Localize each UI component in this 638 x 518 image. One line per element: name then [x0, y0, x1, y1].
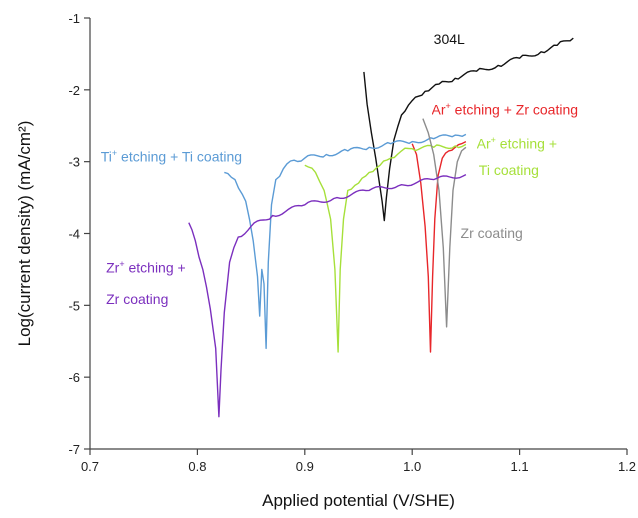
annotation-text-304l: 304L [433, 31, 465, 48]
x-tick-label: 0.8 [188, 459, 206, 474]
x-tick-label: 1.1 [511, 459, 529, 474]
annotations-layer: 304L Ar+ etching + Zr coating Ti+ etching … [100, 31, 579, 308]
annotation-ar-ti-2: Ti coating [478, 162, 539, 179]
series-line-2 [224, 133, 467, 350]
y-tick-label: -2 [68, 83, 80, 98]
annotation-zr-zr-2: Zr coating [106, 291, 169, 308]
annotation-ar-zr: Ar+ etching + Zr coating [431, 100, 579, 118]
y-tick-label: -7 [68, 442, 80, 457]
y-tick-label: -4 [68, 227, 80, 242]
annotation-text-ar-ti-1: Ar+ etching + [476, 134, 557, 152]
annotation-text-ar-ti-2: Ti coating [478, 162, 539, 179]
annotation-text-zr: Zr coating [460, 225, 523, 242]
series-line-3 [304, 143, 467, 353]
annotation-text-zr-zr-2: Zr coating [106, 291, 169, 308]
x-tick-label: 1.0 [403, 459, 421, 474]
x-tick-label: 0.9 [296, 459, 314, 474]
annotation-text-ar-zr: Ar+ etching + Zr coating [431, 100, 579, 118]
x-tick-label: 0.7 [81, 459, 99, 474]
y-tick-label: -3 [68, 155, 80, 170]
annotation-text-ti-ti: Ti+ etching + Ti coating [100, 147, 243, 165]
y-tick-label: -5 [68, 298, 80, 313]
series-layer [188, 37, 574, 418]
series-line-5 [188, 173, 467, 418]
annotation-304l: 304L [433, 31, 465, 48]
x-tick-label: 1.2 [618, 459, 636, 474]
annotation-ti-ti: Ti+ etching + Ti coating [100, 147, 243, 165]
series-line-1 [411, 140, 467, 353]
y-axis-title: Log(current density) (mA/cm²) [15, 121, 34, 347]
y-tick-label: -1 [68, 11, 80, 26]
x-axis-title: Applied potential (V/SHE) [262, 491, 455, 510]
series-line-0 [363, 37, 574, 222]
ticks-layer: 0.7 0.8 0.9 1.0 1.1 1.2 -7 -6 -5 -4 -3 -2 -1 [68, 11, 636, 474]
annotation-ar-ti-1: Ar+ etching + [476, 134, 557, 152]
annotation-zr: Zr coating [460, 225, 523, 242]
y-tick-label: -6 [68, 370, 80, 385]
annotation-text-zr-zr-1: Zr+ etching + [106, 259, 186, 276]
series-line-4 [422, 118, 467, 328]
annotation-zr-zr-1: Zr+ etching + [106, 259, 186, 276]
